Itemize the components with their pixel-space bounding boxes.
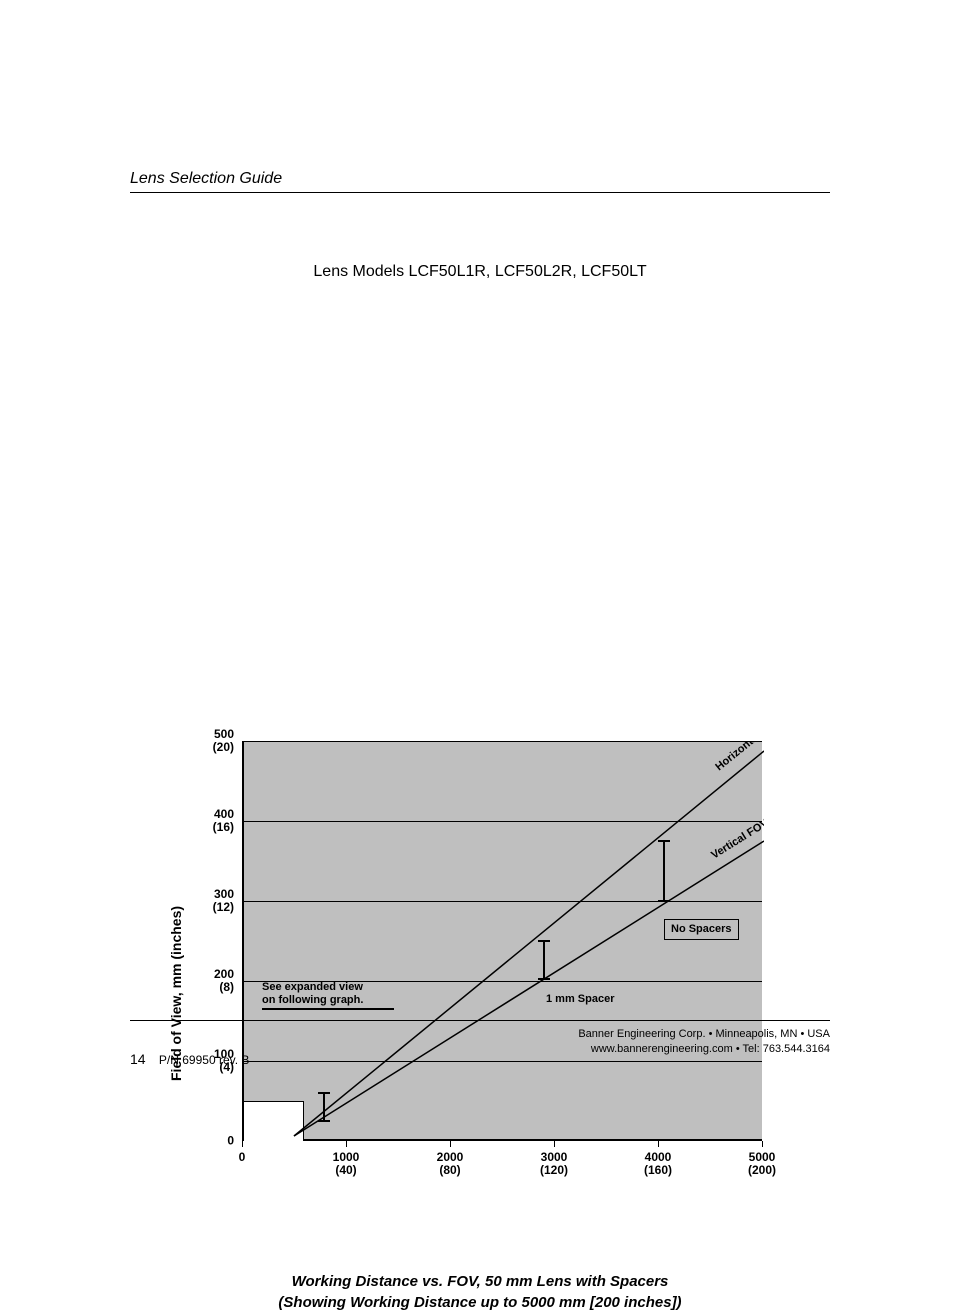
ytick-0: 0 (186, 1134, 234, 1147)
xtick-5000: 5000(200) (732, 1151, 792, 1177)
xtick-2000: 2000(80) (420, 1151, 480, 1177)
header-title: Lens Selection Guide (130, 170, 830, 193)
xtick-mark (658, 1141, 659, 1147)
label-vertical-fov: Vertical FOV (709, 817, 764, 862)
xtick-mark (762, 1141, 763, 1147)
chart-caption: Working Distance vs. FOV, 50 mm Lens wit… (130, 1271, 830, 1313)
label-no-spacers: No Spacers (664, 919, 739, 940)
xtick-3000: 3000(120) (524, 1151, 584, 1177)
ytick-300: 300(12) (186, 888, 234, 914)
page-number: 14 (130, 1051, 146, 1067)
ytick-400: 400(16) (186, 808, 234, 834)
chart-svg: Horizontal FOV Vertical FOV (244, 741, 764, 1141)
page-footer: Banner Engineering Corp. • Minneapolis, … (130, 1020, 830, 1058)
ytick-200: 200(8) (186, 968, 234, 994)
xtick-mark (554, 1141, 555, 1147)
xtick-0: 0 (212, 1151, 272, 1164)
label-1mm-spacer: 1 mm Spacer (546, 993, 614, 1006)
xtick-mark (450, 1141, 451, 1147)
chart-plot-area: Horizontal FOV Vertical FOV No Spacers 1… (242, 741, 762, 1141)
chart-container: Field of View, mm (inches) 500(20) 400(1… (190, 741, 810, 1221)
xtick-4000: 4000(160) (628, 1151, 688, 1177)
xtick-mark (346, 1141, 347, 1147)
part-number: P/N 69950 rev. B (159, 1053, 250, 1067)
chart-title: Lens Models LCF50L1R, LCF50L2R, LCF50LT (130, 263, 830, 281)
xtick-mark (242, 1141, 243, 1147)
footer-company: Banner Engineering Corp. • Minneapolis, … (130, 1027, 830, 1042)
label-expanded-view: See expanded view on following graph. (262, 981, 363, 1007)
xtick-1000: 1000(40) (316, 1151, 376, 1177)
ytick-500: 500(20) (186, 728, 234, 754)
